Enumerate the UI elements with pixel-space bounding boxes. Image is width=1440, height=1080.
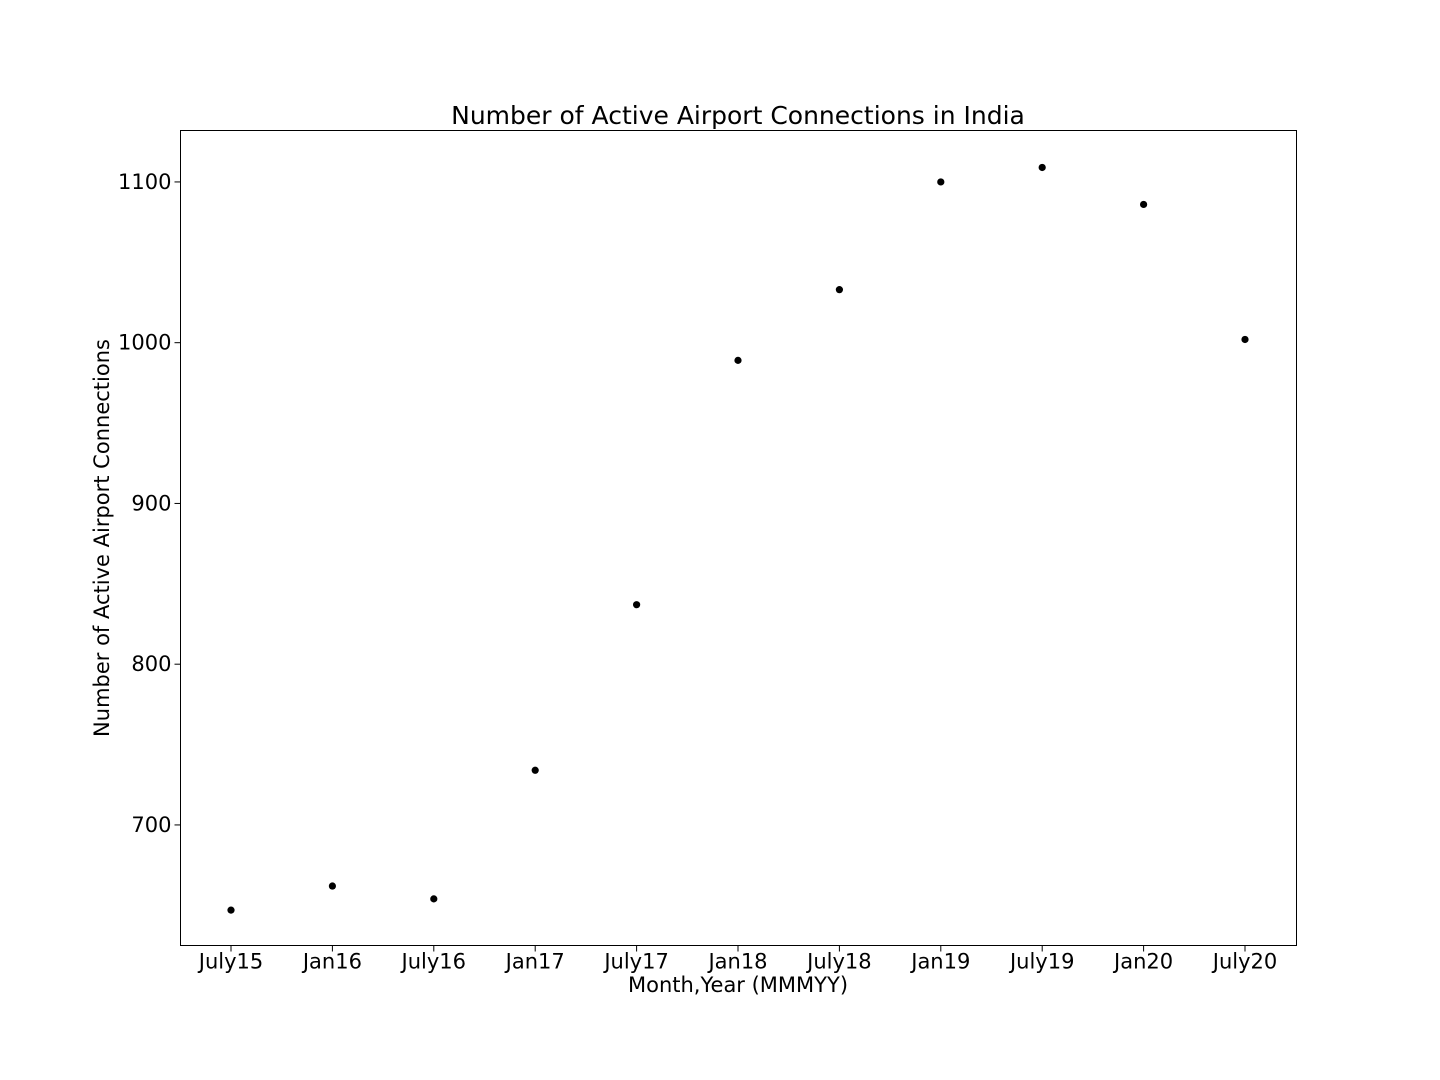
data-points — [227, 163, 1249, 914]
x-tick-label: Jan17 — [504, 950, 565, 974]
y-axis: 700 800 900 1000 1100 — [118, 170, 181, 837]
x-axis: July15 Jan16 July16 Jan17 July17 Jan18 July18 J… — [197, 945, 1278, 974]
data-point — [1038, 163, 1046, 172]
data-point — [734, 356, 742, 364]
x-axis-label: Month,Year (MMMYY) — [628, 973, 848, 997]
y-tick-label: 1000 — [118, 331, 171, 355]
data-point — [835, 286, 844, 294]
x-tick-label: July18 — [805, 950, 872, 974]
x-tick-label: July15 — [197, 950, 264, 974]
x-tick-label: Jan18 — [706, 950, 767, 974]
data-point — [328, 882, 336, 890]
data-point — [633, 601, 641, 609]
x-tick-label: July17 — [602, 950, 669, 974]
x-tick-label: July19 — [1008, 950, 1075, 974]
x-tick-label: Jan16 — [301, 950, 362, 974]
chart-title: Number of Active Airport Connections in … — [451, 101, 1025, 130]
y-tick-label: 800 — [131, 652, 171, 676]
x-tick-label: Jan20 — [1112, 950, 1173, 974]
x-tick-label: July20 — [1211, 950, 1278, 974]
data-point — [1241, 335, 1249, 344]
data-point — [937, 178, 945, 186]
data-point — [531, 766, 539, 774]
data-point — [227, 906, 235, 914]
y-tick-label: 1100 — [118, 170, 171, 194]
data-point — [430, 895, 438, 903]
y-tick-label: 700 — [131, 813, 171, 837]
x-tick-label: Jan19 — [909, 950, 970, 974]
data-point — [1140, 200, 1148, 209]
y-tick-label: 900 — [131, 491, 171, 515]
x-tick-label: July16 — [400, 950, 467, 974]
y-axis-label: Number of Active Airport Connections — [90, 339, 114, 737]
